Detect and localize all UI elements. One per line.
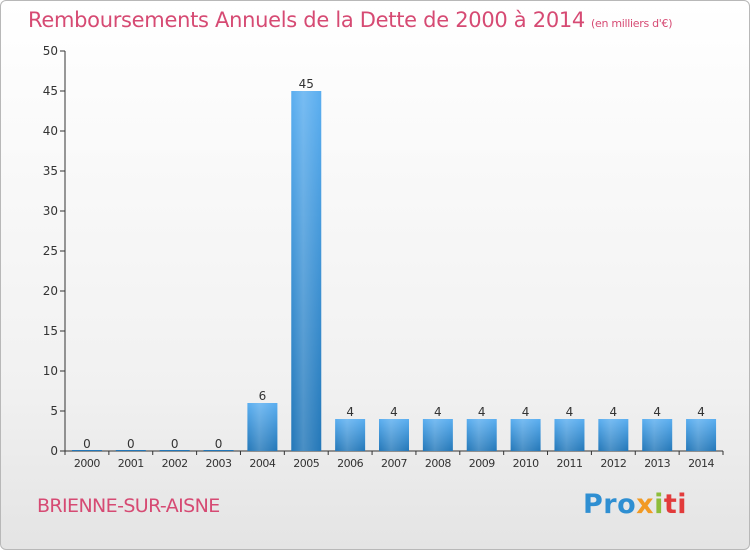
- bar-highlight: [466, 419, 497, 451]
- x-tick-label: 2000: [74, 457, 100, 470]
- x-tick-label: 2008: [425, 457, 451, 470]
- y-axis: 0 5 10 15 20 25 30 35 40 45 50: [43, 44, 66, 458]
- data-label: 4: [610, 405, 618, 419]
- x-tick-label: 2013: [644, 457, 670, 470]
- y-tick-label: 10: [43, 364, 58, 378]
- y-tick-label: 25: [43, 244, 58, 258]
- bar-highlight: [510, 419, 541, 451]
- x-tick-label: 2012: [600, 457, 626, 470]
- x-tick-label: 2003: [206, 457, 232, 470]
- x-tick-label: 2009: [469, 457, 495, 470]
- data-label: 4: [346, 405, 354, 419]
- data-label: 4: [566, 405, 574, 419]
- x-axis: 2000 2001 2002 2003 2004 2005 2006 2007 2008 2009…: [64, 450, 724, 470]
- y-tick-label: 30: [43, 204, 58, 218]
- data-label: 4: [434, 405, 442, 419]
- logo-part-1: Pro: [583, 489, 637, 520]
- data-label: 4: [478, 405, 486, 419]
- bar-highlight: [554, 419, 585, 451]
- y-tick-label: 15: [43, 324, 58, 338]
- x-tick-label: 2005: [293, 457, 319, 470]
- bar-highlight: [247, 403, 278, 451]
- bar: [115, 450, 146, 451]
- data-label: 6: [259, 389, 267, 403]
- x-tick-label: 2004: [249, 457, 275, 470]
- y-tick-label: 20: [43, 284, 58, 298]
- bar-highlight: [598, 419, 629, 451]
- bar-highlight: [642, 419, 673, 451]
- logo-part-3: i: [654, 489, 664, 520]
- x-tick-label: 2001: [118, 457, 144, 470]
- chart-subtitle: (en milliers d'€): [591, 17, 673, 30]
- bar-highlight: [379, 419, 409, 451]
- bar-highlight: [422, 419, 453, 451]
- proxiti-logo: Proxiti: [583, 489, 687, 520]
- x-tick-label: 2014: [688, 457, 714, 470]
- y-tick-label: 40: [43, 124, 58, 138]
- y-tick-label: 45: [43, 84, 58, 98]
- data-label: 0: [171, 437, 179, 451]
- bar: [203, 450, 234, 451]
- data-label: 0: [215, 437, 223, 451]
- x-tick-label: 2011: [556, 457, 582, 470]
- bar: [159, 450, 190, 451]
- y-tick-label: 0: [50, 444, 58, 458]
- data-label: 4: [390, 405, 398, 419]
- bar-highlight: [686, 419, 717, 451]
- data-label: 4: [653, 405, 661, 419]
- y-tick-label: 50: [43, 44, 58, 58]
- x-tick-label: 2007: [381, 457, 407, 470]
- data-label: 0: [83, 437, 91, 451]
- bar-highlight: [291, 91, 322, 451]
- bar: [71, 450, 102, 451]
- data-label: 45: [299, 77, 314, 91]
- data-label: 0: [127, 437, 135, 451]
- chart-title: Remboursements Annuels de la Dette de 20…: [28, 8, 672, 32]
- x-tick-label: 2010: [513, 457, 539, 470]
- logo-part-2: x: [636, 489, 655, 520]
- bars: 0 0 0 0 6 45 4 4 4 4 4 4 4 4 4: [71, 77, 717, 451]
- x-tick-label: 2002: [162, 457, 188, 470]
- y-tick-label: 35: [43, 164, 58, 178]
- y-tick-label: 5: [50, 404, 58, 418]
- logo-part-4: ti: [663, 489, 688, 520]
- title-text: Remboursements Annuels de la Dette de 20…: [28, 8, 585, 32]
- place-name: BRIENNE-SUR-AISNE: [37, 495, 220, 517]
- x-tick-label: 2006: [337, 457, 363, 470]
- data-label: 4: [522, 405, 530, 419]
- data-label: 4: [697, 405, 705, 419]
- bar-highlight: [335, 419, 366, 451]
